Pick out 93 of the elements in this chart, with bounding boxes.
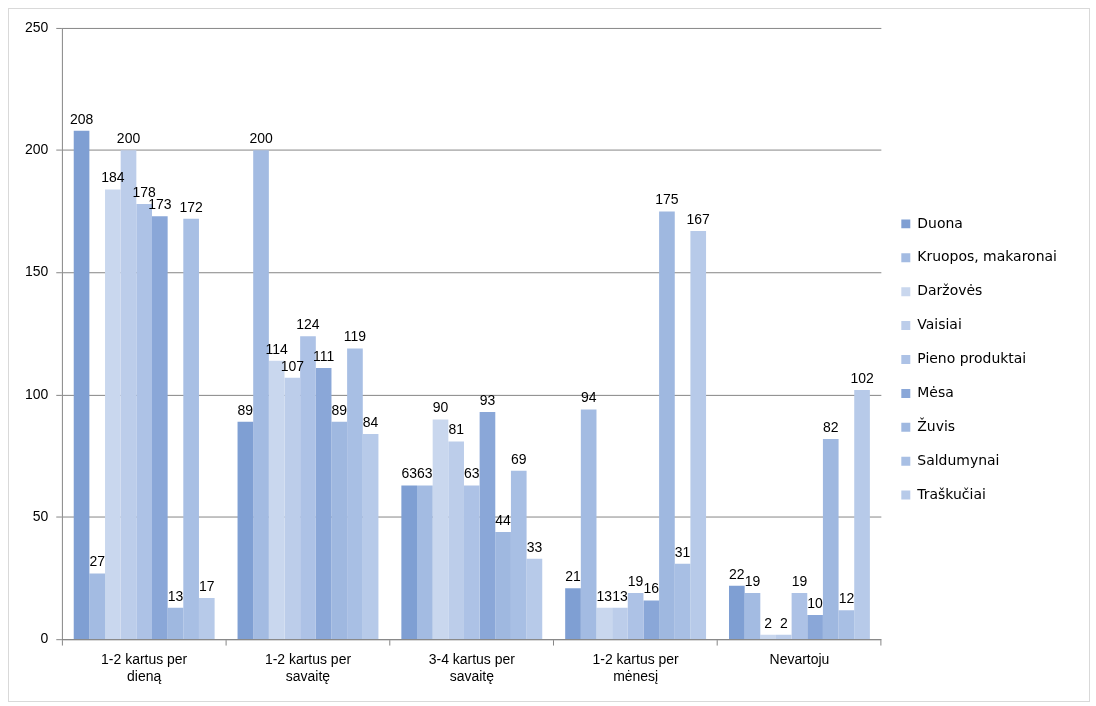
bar xyxy=(315,368,332,640)
data-label: 22 xyxy=(729,565,745,582)
bar xyxy=(526,558,543,640)
y-tick-label: 250 xyxy=(24,18,49,35)
bar xyxy=(627,593,644,640)
y-tick-label: 100 xyxy=(24,385,49,402)
data-label: 82 xyxy=(822,418,839,435)
bar xyxy=(744,593,761,640)
bar xyxy=(105,189,121,640)
data-label: 19 xyxy=(744,572,761,589)
legend-label: Traškučiai xyxy=(916,485,986,502)
y-tick-label: 200 xyxy=(24,141,49,158)
data-label: 172 xyxy=(179,198,204,215)
bar xyxy=(417,485,433,640)
legend-label: Mėsa xyxy=(917,384,954,401)
bar xyxy=(448,441,464,640)
data-label: 19 xyxy=(627,572,644,589)
data-label: 44 xyxy=(495,511,512,528)
bar xyxy=(284,377,301,640)
x-tick-label: 1-2 kartus per mėnesį xyxy=(592,650,680,684)
data-label: 19 xyxy=(791,572,808,589)
data-label: 2 xyxy=(779,614,788,631)
bar xyxy=(760,634,776,640)
bar xyxy=(612,607,628,640)
legend-label: Duona xyxy=(917,214,963,231)
y-tick-label: 50 xyxy=(32,508,49,525)
data-label: 81 xyxy=(448,421,465,438)
data-label: 13 xyxy=(596,587,613,604)
bar xyxy=(89,573,106,640)
x-tick-label: 1-2 kartus per dieną xyxy=(101,650,188,684)
legend-label: Žuvis xyxy=(917,416,956,434)
data-label: 200 xyxy=(116,130,141,147)
bar xyxy=(73,130,90,640)
data-label: 17 xyxy=(199,577,215,594)
bar xyxy=(791,593,808,640)
data-label: 63 xyxy=(464,465,480,482)
legend-label: Kruopos, makaronai xyxy=(917,248,1057,265)
data-label: 184 xyxy=(101,169,125,186)
bar xyxy=(807,615,823,640)
data-label: 12 xyxy=(838,590,855,607)
data-label: 13 xyxy=(167,587,184,604)
data-label: 89 xyxy=(237,401,254,418)
data-label: 33 xyxy=(526,538,543,555)
data-label: 93 xyxy=(479,391,496,408)
legend-label: Vaisiai xyxy=(917,316,962,333)
bar xyxy=(729,585,745,640)
data-label: 13 xyxy=(612,587,628,604)
bar xyxy=(596,607,613,640)
bar xyxy=(463,485,480,640)
data-label: 63 xyxy=(417,465,433,482)
data-label: 84 xyxy=(362,413,379,430)
data-label: 10 xyxy=(807,595,824,611)
bar xyxy=(198,597,215,640)
data-label: 175 xyxy=(655,191,679,208)
data-label: 200 xyxy=(249,130,273,147)
x-tick-label: 3-4 kartus per savaitę xyxy=(428,650,516,684)
bar xyxy=(775,634,792,640)
data-label: 27 xyxy=(89,553,106,570)
x-tick-label: Nevartoju xyxy=(769,650,830,667)
legend-label: Daržovės xyxy=(917,282,983,299)
data-label: 124 xyxy=(296,316,320,333)
legend-label: Saldumynai xyxy=(917,451,1000,468)
data-label: 69 xyxy=(511,450,527,467)
legend-label: Pieno produktai xyxy=(917,350,1027,367)
data-label: 90 xyxy=(432,399,449,416)
data-label: 94 xyxy=(580,389,597,406)
y-tick-label: 150 xyxy=(24,263,49,280)
bar xyxy=(690,231,707,640)
bar xyxy=(643,600,660,640)
bar xyxy=(362,434,379,640)
data-label: 16 xyxy=(643,580,660,597)
bar xyxy=(237,421,254,640)
bar xyxy=(565,588,581,640)
data-label: 102 xyxy=(850,369,874,386)
data-label: 89 xyxy=(331,401,348,418)
data-label: 208 xyxy=(69,110,94,127)
bar xyxy=(152,216,168,640)
data-label: 2 xyxy=(764,614,773,631)
data-label: 31 xyxy=(674,543,691,560)
data-label: 63 xyxy=(401,465,418,482)
data-label: 107 xyxy=(280,357,305,374)
data-label: 114 xyxy=(265,340,289,357)
data-label: 21 xyxy=(565,568,582,585)
bar xyxy=(432,419,449,640)
data-label: 111 xyxy=(313,347,335,364)
data-label: 167 xyxy=(686,210,711,227)
bar xyxy=(479,412,496,640)
y-tick-label: 0 xyxy=(40,630,49,647)
bar xyxy=(854,390,870,640)
x-tick-label: 1-2 kartus per savaitę xyxy=(264,650,352,684)
bar xyxy=(580,409,597,640)
bar xyxy=(401,485,418,640)
data-label: 119 xyxy=(343,328,367,345)
